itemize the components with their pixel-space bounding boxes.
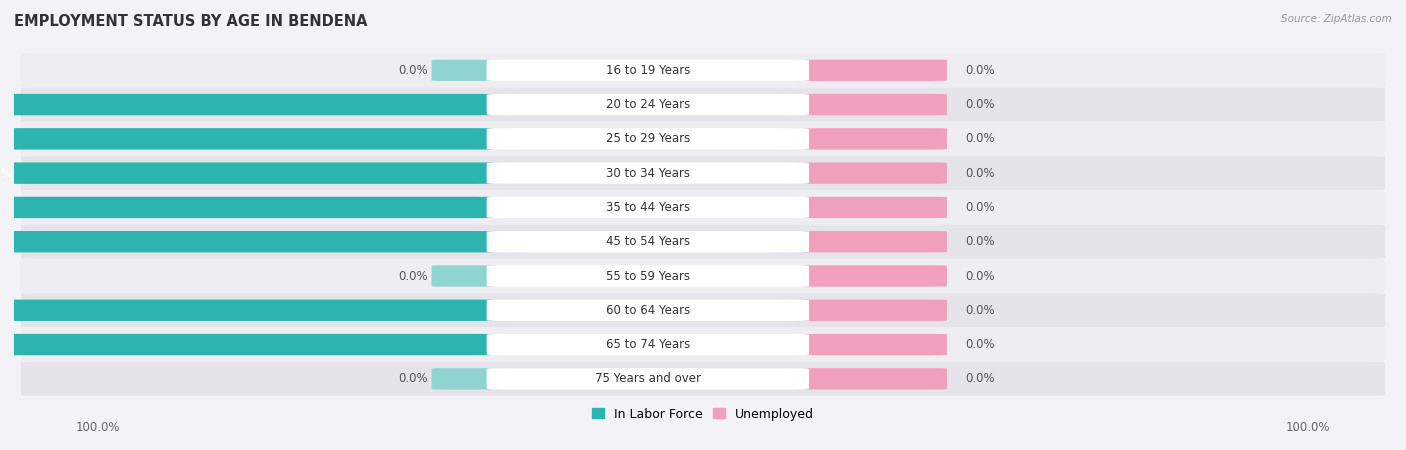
FancyBboxPatch shape: [21, 259, 1385, 293]
FancyBboxPatch shape: [804, 128, 946, 149]
Text: 0.0%: 0.0%: [965, 270, 994, 283]
FancyBboxPatch shape: [432, 59, 492, 81]
FancyBboxPatch shape: [21, 53, 1385, 87]
FancyBboxPatch shape: [21, 225, 1385, 259]
FancyBboxPatch shape: [486, 128, 808, 149]
FancyBboxPatch shape: [21, 122, 1385, 156]
Text: 0.0%: 0.0%: [965, 372, 994, 385]
Text: 0.0%: 0.0%: [965, 64, 994, 77]
Text: 30 to 34 Years: 30 to 34 Years: [606, 166, 690, 180]
Text: 55 to 59 Years: 55 to 59 Years: [606, 270, 690, 283]
Text: 65 to 74 Years: 65 to 74 Years: [606, 338, 690, 351]
FancyBboxPatch shape: [0, 94, 492, 115]
FancyBboxPatch shape: [804, 162, 946, 184]
Text: 0.0%: 0.0%: [965, 235, 994, 248]
Text: 0.0%: 0.0%: [398, 64, 427, 77]
FancyBboxPatch shape: [0, 334, 492, 355]
FancyBboxPatch shape: [0, 128, 492, 149]
FancyBboxPatch shape: [804, 300, 946, 321]
Text: 0.0%: 0.0%: [965, 132, 994, 145]
FancyBboxPatch shape: [21, 156, 1385, 190]
Text: 20 to 24 Years: 20 to 24 Years: [606, 98, 690, 111]
FancyBboxPatch shape: [486, 266, 808, 287]
Legend: In Labor Force, Unemployed: In Labor Force, Unemployed: [586, 403, 820, 426]
FancyBboxPatch shape: [804, 368, 946, 390]
Text: 0.0%: 0.0%: [965, 166, 994, 180]
Text: 0.0%: 0.0%: [398, 270, 427, 283]
FancyBboxPatch shape: [0, 231, 492, 252]
Text: 16 to 19 Years: 16 to 19 Years: [606, 64, 690, 77]
Text: 35 to 44 Years: 35 to 44 Years: [606, 201, 690, 214]
Text: 100.0%: 100.0%: [76, 421, 121, 434]
FancyBboxPatch shape: [21, 190, 1385, 225]
FancyBboxPatch shape: [21, 362, 1385, 396]
FancyBboxPatch shape: [486, 300, 808, 321]
Text: 0.0%: 0.0%: [965, 304, 994, 317]
FancyBboxPatch shape: [486, 162, 808, 184]
FancyBboxPatch shape: [486, 334, 808, 355]
FancyBboxPatch shape: [21, 293, 1385, 327]
FancyBboxPatch shape: [21, 88, 1385, 122]
FancyBboxPatch shape: [486, 197, 808, 218]
FancyBboxPatch shape: [804, 266, 946, 287]
FancyBboxPatch shape: [486, 59, 808, 81]
FancyBboxPatch shape: [804, 59, 946, 81]
Text: 25 to 29 Years: 25 to 29 Years: [606, 132, 690, 145]
FancyBboxPatch shape: [804, 94, 946, 115]
FancyBboxPatch shape: [432, 368, 492, 390]
FancyBboxPatch shape: [486, 368, 808, 390]
Text: 0.0%: 0.0%: [965, 201, 994, 214]
FancyBboxPatch shape: [804, 334, 946, 355]
Text: 45 to 54 Years: 45 to 54 Years: [606, 235, 690, 248]
Text: Source: ZipAtlas.com: Source: ZipAtlas.com: [1281, 14, 1392, 23]
Text: 0.0%: 0.0%: [965, 338, 994, 351]
Text: EMPLOYMENT STATUS BY AGE IN BENDENA: EMPLOYMENT STATUS BY AGE IN BENDENA: [14, 14, 367, 28]
Text: 75 Years and over: 75 Years and over: [595, 372, 700, 385]
Text: 0.0%: 0.0%: [398, 372, 427, 385]
FancyBboxPatch shape: [804, 231, 946, 252]
FancyBboxPatch shape: [0, 197, 492, 218]
FancyBboxPatch shape: [486, 231, 808, 252]
FancyBboxPatch shape: [804, 197, 946, 218]
Text: 100.0%: 100.0%: [1285, 421, 1330, 434]
Text: 60 to 64 Years: 60 to 64 Years: [606, 304, 690, 317]
FancyBboxPatch shape: [0, 162, 492, 184]
FancyBboxPatch shape: [0, 300, 492, 321]
Text: 0.0%: 0.0%: [965, 98, 994, 111]
FancyBboxPatch shape: [432, 266, 492, 287]
Text: 88.9%: 88.9%: [0, 166, 13, 180]
FancyBboxPatch shape: [486, 94, 808, 115]
FancyBboxPatch shape: [21, 328, 1385, 361]
